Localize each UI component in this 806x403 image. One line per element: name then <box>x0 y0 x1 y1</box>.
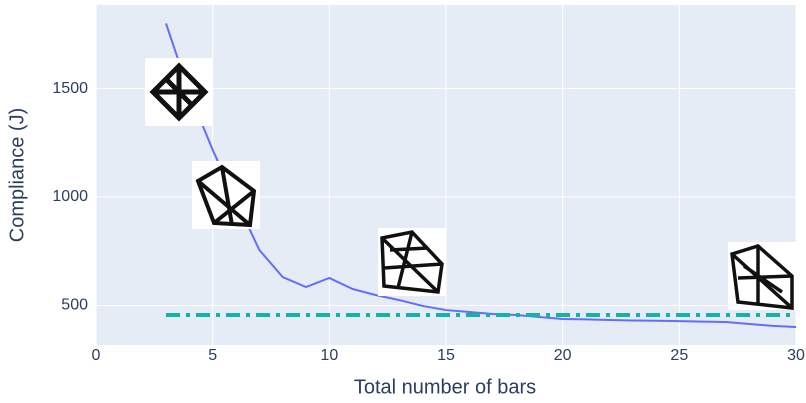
series-line <box>165 23 797 328</box>
x-tick-label: 20 <box>554 347 572 364</box>
structure-image <box>145 58 213 126</box>
x-tick-label: 0 <box>92 347 101 364</box>
lines <box>165 23 797 328</box>
x-tick-label: 25 <box>670 347 688 364</box>
structure-image <box>728 242 796 310</box>
x-tick-label: 10 <box>320 347 338 364</box>
x-tick-label: 15 <box>437 347 455 364</box>
structure-image <box>378 228 446 296</box>
x-axis-title: Total number of bars <box>354 376 536 398</box>
y-tick-label: 1500 <box>52 80 88 97</box>
structure-image <box>192 161 260 229</box>
y-tick-label: 500 <box>61 297 88 314</box>
x-tick-label: 5 <box>208 347 217 364</box>
thumbnails <box>145 58 796 310</box>
x-tick-label: 30 <box>787 347 805 364</box>
y-axis-title: Compliance (J) <box>6 108 28 242</box>
y-tick-label: 1000 <box>52 188 88 205</box>
